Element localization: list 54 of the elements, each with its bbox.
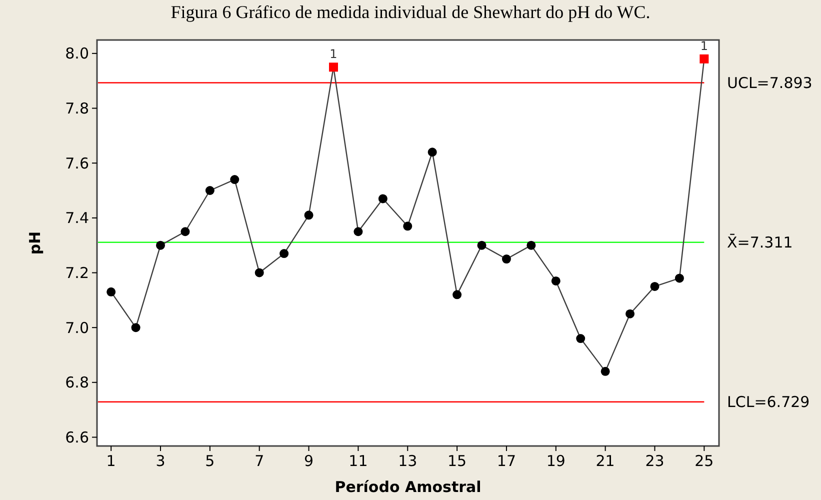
- point: [700, 54, 709, 64]
- ref-line-label: X̄=7.311: [727, 232, 793, 252]
- point: [650, 282, 660, 291]
- x-tick-label: 11: [348, 452, 368, 470]
- x-tick-label: 25: [694, 452, 714, 470]
- x-tick-label: 13: [398, 452, 418, 470]
- point: [626, 309, 635, 318]
- x-tick-label: 21: [596, 452, 615, 470]
- x-tick-label: 9: [304, 452, 314, 470]
- point: [576, 334, 586, 344]
- point: [526, 240, 536, 250]
- y-tick-label: 7.4: [65, 209, 89, 228]
- point: [403, 222, 412, 231]
- annotation: 1: [330, 47, 338, 62]
- ref-line-label: UCL=7.893: [727, 74, 812, 92]
- point: [156, 240, 166, 250]
- point: [674, 274, 684, 283]
- point: [131, 323, 140, 332]
- x-tick-label: 1: [106, 452, 116, 470]
- point: [452, 290, 462, 300]
- point: [378, 194, 388, 204]
- point: [428, 148, 437, 157]
- point: [180, 227, 190, 236]
- y-tick-label: 7.6: [65, 154, 89, 172]
- point: [354, 227, 363, 236]
- point: [254, 268, 264, 278]
- x-tick-label: 7: [254, 452, 264, 470]
- x-axis-title: Período Amostral: [334, 478, 482, 496]
- y-tick-label: 7.2: [65, 264, 89, 282]
- point: [280, 249, 289, 258]
- x-tick-label: 3: [156, 452, 166, 470]
- point: [304, 210, 314, 220]
- y-tick-label: 8.0: [65, 44, 89, 63]
- x-tick-label: 17: [496, 452, 516, 470]
- point: [551, 276, 560, 286]
- y-tick-label: 6.6: [65, 428, 89, 446]
- point: [230, 175, 240, 184]
- point: [477, 240, 486, 250]
- point: [205, 186, 214, 195]
- ref-line-label: LCL=6.729: [727, 393, 810, 412]
- x-tick-label: 15: [448, 452, 467, 470]
- chart-title: Figura 6 Gráfico de medida individual de Shewhart do pH do WC.: [170, 2, 650, 22]
- point: [502, 254, 511, 264]
- y-tick-label: 6.8: [65, 374, 89, 392]
- y-tick-label: 7.0: [65, 318, 89, 337]
- x-tick-label: 19: [546, 452, 566, 470]
- point: [600, 366, 610, 376]
- x-tick-label: 23: [645, 452, 664, 470]
- point: [106, 287, 116, 296]
- y-axis-title: pH: [26, 231, 44, 255]
- x-tick-label: 5: [205, 452, 215, 470]
- annotation: 1: [700, 38, 708, 53]
- point: [328, 62, 338, 72]
- y-tick-label: 7.8: [65, 100, 89, 118]
